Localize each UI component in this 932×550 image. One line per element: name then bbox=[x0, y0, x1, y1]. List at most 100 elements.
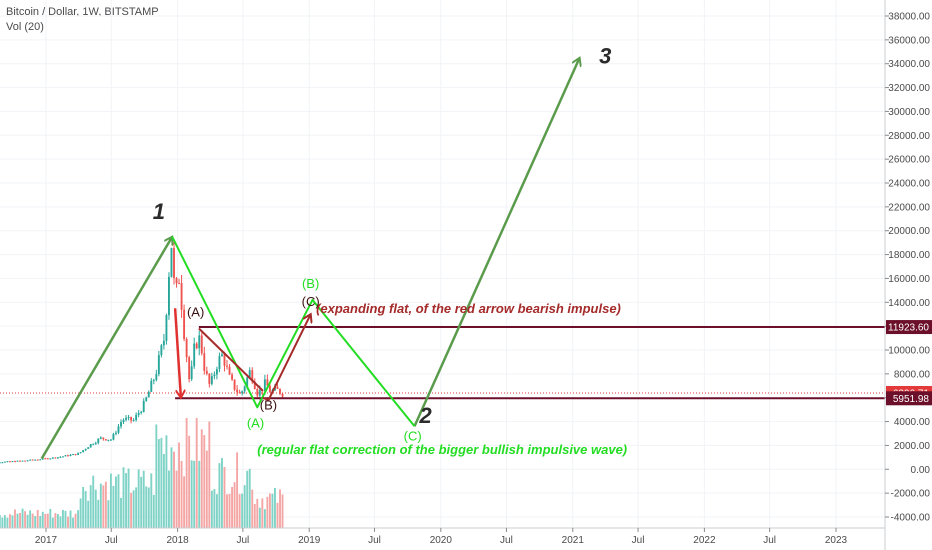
time-tick-label: Jul bbox=[368, 535, 381, 546]
volume-bar bbox=[82, 486, 85, 528]
volume-bar bbox=[137, 469, 140, 528]
candle-body bbox=[190, 366, 193, 380]
price-tick-label: 32000.00 bbox=[888, 83, 930, 94]
volume-bar bbox=[183, 476, 186, 528]
volume-bar bbox=[34, 516, 37, 528]
volume-bar bbox=[115, 476, 117, 528]
volume-bar bbox=[89, 485, 92, 528]
volume-bar bbox=[241, 493, 244, 528]
volume-bar bbox=[279, 489, 281, 528]
chart-symbol-title: Bitcoin / Dollar, 1W, BITSTAMP bbox=[6, 6, 159, 18]
candle-body bbox=[266, 379, 269, 386]
green-wave-c-label: (C) bbox=[404, 429, 422, 444]
volume-bar bbox=[263, 509, 266, 528]
volume-bar bbox=[208, 421, 211, 528]
volume-bar bbox=[64, 510, 67, 528]
volume-bar bbox=[102, 485, 105, 528]
volume-bar bbox=[3, 515, 6, 528]
candle-body bbox=[92, 444, 95, 446]
price-axis[interactable]: 38000.00 36000.00 34000.00 32000.00 30000.00… bbox=[884, 0, 931, 550]
candle-body bbox=[82, 450, 85, 453]
candle-body bbox=[170, 248, 173, 277]
volume-bar bbox=[6, 517, 9, 528]
volume-bar bbox=[256, 498, 259, 528]
level-low-price-tag-bg bbox=[886, 391, 932, 406]
elliott-projections bbox=[40, 58, 580, 460]
time-tick-label: Jul bbox=[763, 535, 776, 546]
candle-body bbox=[198, 335, 201, 349]
time-tick-label: 2023 bbox=[825, 535, 848, 546]
volume-bar bbox=[162, 453, 165, 528]
annotation-labels: 123(A)(B)(C)(A)(B)(C)(expanding flat, of… bbox=[153, 44, 627, 457]
volume-bar bbox=[69, 510, 72, 528]
volume-bar bbox=[155, 424, 158, 528]
candle-body bbox=[173, 248, 175, 279]
green-flat-correction-path bbox=[171, 236, 416, 427]
candle-body bbox=[51, 457, 54, 459]
candle-body bbox=[155, 374, 158, 380]
candle-body bbox=[21, 460, 24, 462]
volume-bar bbox=[14, 509, 16, 528]
volume-bar bbox=[231, 486, 233, 528]
price-tick-label: 34000.00 bbox=[888, 59, 930, 70]
volume-bar bbox=[195, 418, 198, 528]
green-wave-b-label: (B) bbox=[302, 276, 319, 291]
price-tick-label: 14000.00 bbox=[888, 298, 930, 309]
time-axis[interactable]: 2017 Jul 2018 Jul 2019 Jul 2020 Jul 2021 Jul 2022 J… bbox=[0, 527, 885, 546]
volume-bar bbox=[200, 429, 203, 528]
price-tick-label: 0.00 bbox=[911, 465, 931, 476]
candle-body bbox=[117, 426, 120, 433]
green-wave-a-label: (A) bbox=[247, 416, 264, 431]
candle-body bbox=[19, 460, 21, 462]
candle-body bbox=[193, 343, 196, 367]
volume-bar bbox=[41, 511, 44, 528]
candle-body bbox=[3, 461, 6, 463]
wave-2-label: 2 bbox=[419, 403, 433, 428]
time-tick-label: Jul bbox=[105, 535, 118, 546]
candle-body bbox=[102, 437, 105, 440]
candle-body bbox=[165, 315, 168, 341]
candle-body bbox=[29, 459, 32, 461]
price-tick-label: 20000.00 bbox=[888, 226, 930, 237]
volume-bar bbox=[72, 517, 74, 528]
volume-bar bbox=[29, 510, 32, 528]
level-low-price-tag: 5951.98 bbox=[893, 394, 930, 405]
candle-body bbox=[183, 309, 186, 340]
time-tick-label: 2019 bbox=[298, 535, 321, 546]
volume-bar bbox=[251, 489, 254, 528]
candle-body bbox=[11, 461, 14, 463]
candle-body bbox=[72, 454, 74, 456]
volume-bars bbox=[0, 418, 284, 528]
chart-grid bbox=[0, 0, 885, 528]
price-tick-label: -4000.00 bbox=[891, 513, 931, 524]
candle-body bbox=[69, 454, 72, 457]
price-tick-label: 10000.00 bbox=[888, 346, 930, 357]
candle-body bbox=[210, 376, 213, 384]
volume-bar bbox=[31, 513, 34, 528]
candle-body bbox=[203, 353, 206, 371]
candle-body bbox=[127, 416, 130, 418]
volume-bar bbox=[39, 515, 42, 528]
candle-body bbox=[162, 340, 165, 346]
volume-bar bbox=[190, 460, 193, 528]
volume-bar bbox=[59, 516, 62, 528]
volume-bar bbox=[268, 493, 271, 528]
volume-bar bbox=[160, 437, 163, 528]
candle-body bbox=[130, 416, 133, 421]
volume-bar bbox=[215, 494, 218, 528]
volume-bar bbox=[94, 489, 97, 528]
volume-bar bbox=[168, 470, 170, 528]
candle-body bbox=[77, 453, 80, 455]
time-tick-label: 2018 bbox=[166, 535, 189, 546]
volume-bar bbox=[221, 457, 223, 528]
candle-body bbox=[213, 374, 216, 377]
volume-bar bbox=[56, 514, 59, 528]
candle-body bbox=[246, 377, 249, 387]
volume-bar bbox=[248, 468, 251, 528]
price-tick-label: 28000.00 bbox=[888, 131, 930, 142]
volume-bar bbox=[11, 515, 14, 528]
candle-body bbox=[26, 460, 29, 462]
level-high-price-tag-bg bbox=[886, 320, 932, 335]
price-tick-label: 2000.00 bbox=[894, 441, 931, 452]
